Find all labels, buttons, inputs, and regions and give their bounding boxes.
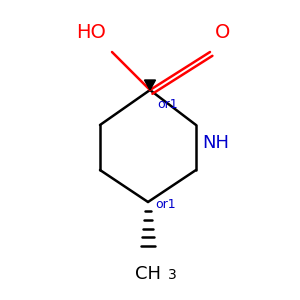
Text: CH: CH	[135, 265, 161, 283]
Text: or1: or1	[155, 199, 175, 212]
Polygon shape	[145, 80, 155, 90]
Text: O: O	[215, 23, 230, 42]
Text: HO: HO	[76, 23, 106, 42]
Text: 3: 3	[168, 268, 177, 282]
Text: or1: or1	[157, 98, 178, 112]
Text: NH: NH	[202, 134, 229, 152]
